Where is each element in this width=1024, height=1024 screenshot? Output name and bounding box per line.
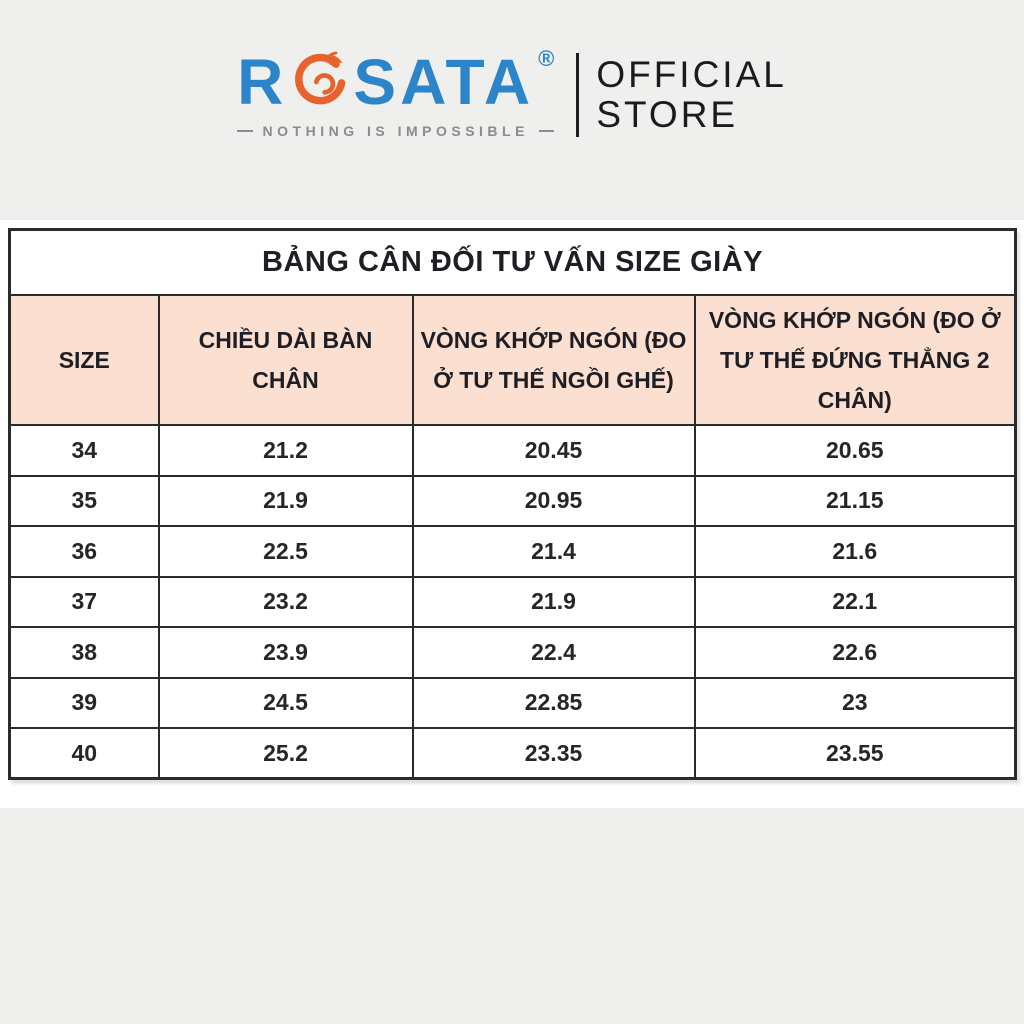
table-row-size-40: 40 25.2 23.35 23.55: [8, 727, 1017, 780]
table-cell: 20.45: [411, 424, 696, 477]
dragon-coil-icon: [295, 51, 346, 105]
size-chart-body: 34 21.2 20.45 20.65 35 21.9 20.95 21.15 36 22.5 21…: [8, 424, 1017, 780]
official-store-label: OFFICIAL STORE: [596, 53, 787, 135]
table-cell: 21.4: [411, 525, 696, 578]
table-cell: 23.35: [411, 727, 696, 780]
logo-divider-line: [576, 52, 580, 137]
table-cell: 39: [8, 676, 160, 729]
table-cell: 25.2: [157, 727, 414, 780]
table-row-size-35: 35 21.9 20.95 21.15: [8, 474, 1017, 527]
table-row-size-38: 38 23.9 22.4 22.6: [8, 626, 1017, 679]
table-row-size-34: 34 21.2 20.45 20.65: [8, 424, 1017, 477]
table-cell: 21.15: [693, 474, 1017, 527]
table-cell: 21.6: [693, 525, 1017, 578]
column-header-size: SIZE: [8, 294, 160, 426]
table-cell: 21.2: [157, 424, 414, 477]
brand-wordmark: R SATA ®: [237, 46, 555, 118]
table-cell: 20.65: [693, 424, 1017, 477]
table-cell: 22.5: [157, 525, 414, 578]
table-cell: 34: [8, 424, 160, 477]
table-cell: 37: [8, 575, 160, 628]
size-chart-header-row: SIZE CHIỀU DÀI BÀN CHÂN VÒNG KHỚP NGÓN (…: [8, 294, 1017, 426]
size-chart-title: BẢNG CÂN ĐỐI TƯ VẤN SIZE GIÀY: [8, 228, 1017, 296]
table-cell: 24.5: [157, 676, 414, 729]
table-cell: 23.55: [693, 727, 1017, 780]
size-chart-title-row: BẢNG CÂN ĐỐI TƯ VẤN SIZE GIÀY: [8, 228, 1017, 296]
tagline-right-rule: [538, 130, 555, 132]
table-row-size-37: 37 23.2 21.9 22.1: [8, 575, 1017, 628]
table-row-size-39: 39 24.5 22.85 23: [8, 676, 1017, 729]
official-store-block: OFFICIAL STORE: [576, 52, 787, 137]
table-row-size-36: 36 22.5 21.4 21.6: [8, 525, 1017, 578]
column-header-girth-sitting: VÒNG KHỚP NGÓN (ĐO Ở TƯ THẾ NGỒI GHẾ): [411, 294, 696, 426]
size-chart-table: BẢNG CÂN ĐỐI TƯ VẤN SIZE GIÀY SIZE CHIỀU…: [8, 228, 1018, 780]
table-cell: 38: [8, 626, 160, 679]
brand-tagline: NOTHING IS IMPOSSIBLE: [237, 123, 555, 139]
table-cell: 20.95: [411, 474, 696, 527]
brand-letters-sata: SATA: [353, 46, 535, 118]
table-cell: 21.9: [157, 474, 414, 527]
table-cell: 21.9: [411, 575, 696, 628]
table-cell: 22.6: [693, 626, 1017, 679]
table-cell: 23.9: [157, 626, 414, 679]
table-cell: 23.2: [157, 575, 414, 628]
table-cell: 36: [8, 525, 160, 578]
brand-header: R SATA ® NOTHING IS IMPOSSIBLE OFFICIAL: [0, 46, 1024, 139]
table-cell: 40: [8, 727, 160, 780]
rosata-logo: R SATA ® NOTHING IS IMPOSSIBLE: [237, 46, 555, 139]
table-cell: 23: [693, 676, 1017, 729]
table-cell: 35: [8, 474, 160, 527]
column-header-foot-length: CHIỀU DÀI BÀN CHÂN: [157, 294, 414, 426]
registered-trademark-icon: ®: [538, 46, 555, 71]
tagline-text: NOTHING IS IMPOSSIBLE: [262, 123, 529, 139]
tagline-left-rule: [237, 130, 253, 132]
brand-letter-r: R: [237, 46, 288, 118]
table-cell: 22.1: [693, 575, 1017, 628]
store-line: STORE: [596, 93, 739, 135]
table-cell: 22.85: [411, 676, 696, 729]
official-line: OFFICIAL: [596, 53, 787, 95]
column-header-girth-standing: VÒNG KHỚP NGÓN (ĐO Ở TƯ THẾ ĐỨNG THẲNG 2…: [693, 294, 1017, 426]
table-cell: 22.4: [411, 626, 696, 679]
